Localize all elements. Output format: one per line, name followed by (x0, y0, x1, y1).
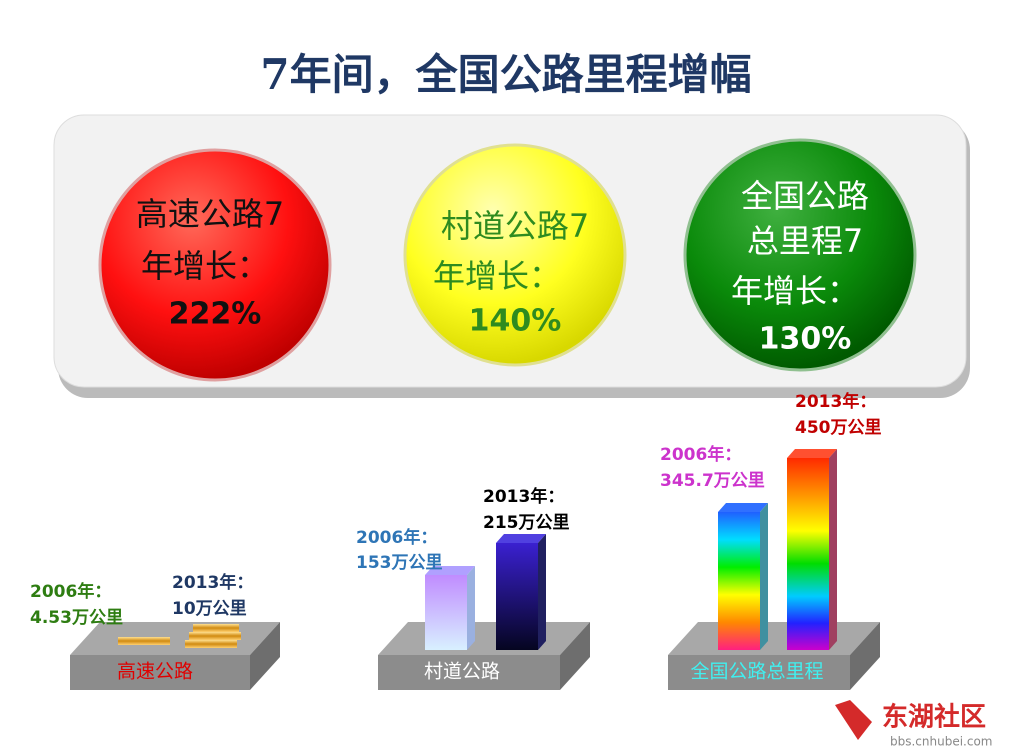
bar-label: 2013年： (795, 391, 876, 412)
circle-value: 130% (759, 322, 852, 357)
bar-label: 2006年： (30, 581, 111, 602)
title: 7年间，全国公路里程增幅 (260, 50, 751, 99)
bar-label: 153万公里 (356, 553, 443, 573)
bar-label: 2013年： (172, 572, 253, 593)
panel-label: 全国公路总里程 (690, 661, 823, 683)
circle-text: 年增长： (141, 247, 269, 285)
circle-value: 222% (169, 297, 262, 332)
circle-text: 总里程7 (747, 222, 863, 260)
bar-label: 10万公里 (172, 599, 247, 619)
watermark-url: bbs.cnhubei.com (890, 735, 993, 749)
circle-text: 高速公路7 (136, 195, 284, 233)
circle-text: 村道公路7 (441, 207, 589, 245)
bar-label: 2006年： (356, 527, 437, 548)
circle-red (98, 148, 332, 382)
bars (118, 449, 837, 650)
bar-label: 215万公里 (483, 513, 570, 533)
bar-label: 2006年： (660, 444, 741, 465)
bar-label: 450万公里 (795, 418, 882, 438)
circle-yellow (403, 143, 627, 367)
panel-label: 村道公路 (424, 661, 500, 683)
bar-label: 2013年： (483, 486, 564, 507)
circle-value: 140% (469, 304, 562, 339)
circle-text: 全国公路 (741, 177, 869, 215)
circle-green (683, 138, 917, 372)
watermark: 东湖社区 (882, 702, 986, 733)
panel-label: 高速公路 (117, 661, 193, 683)
bar-label: 345.7万公里 (660, 471, 765, 491)
logo-mark (835, 700, 872, 740)
circle-text: 年增长： (433, 257, 561, 295)
bar-label: 4.53万公里 (30, 608, 123, 628)
circle-text: 年增长： (731, 272, 859, 310)
